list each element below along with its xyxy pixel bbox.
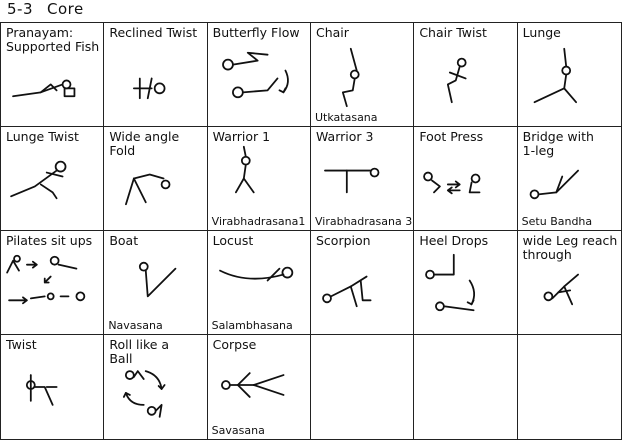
pose-card-empty bbox=[518, 335, 621, 439]
sanskrit-name: Navasana bbox=[108, 319, 163, 332]
pose-card-boat: Boat Navasana bbox=[104, 231, 208, 335]
pose-card-reclined-twist: Reclined Twist bbox=[104, 23, 208, 127]
pose-card-lunge-twist: Lunge Twist bbox=[1, 127, 105, 231]
scorpion-figure bbox=[322, 275, 372, 308]
pose-name: Pilates sit ups bbox=[6, 233, 93, 248]
sanskrit-name: Utkatasana bbox=[315, 111, 378, 124]
pose-grid: Pranayam: Supported Fish Reclined Twist … bbox=[0, 22, 622, 440]
butterfly-flow-figure bbox=[221, 51, 289, 99]
foot-press-figure bbox=[423, 171, 481, 195]
heel-drops-figure bbox=[425, 253, 476, 312]
pose-name: Scorpion bbox=[316, 233, 371, 248]
wide-leg-reach-through-figure bbox=[543, 273, 579, 306]
pose-name: Warrior 3 bbox=[316, 129, 374, 144]
pose-card-locust: Locust Salambhasana bbox=[207, 231, 311, 335]
pose-name: Chair Twist bbox=[419, 25, 487, 40]
pose-card-empty bbox=[311, 335, 415, 439]
pose-card-heel-drops: Heel Drops bbox=[414, 231, 518, 335]
pose-name: Warrior 1 bbox=[212, 129, 271, 144]
pose-card-empty bbox=[414, 335, 518, 439]
pose-card-warrior-3: Warrior 3 Virabhadrasana 3 bbox=[311, 127, 415, 231]
wide-angle-fold-figure bbox=[125, 173, 171, 206]
reclined-twist-figure bbox=[133, 77, 166, 100]
pose-name: Reclined Twist bbox=[109, 25, 198, 40]
pose-card-scorpion: Scorpion bbox=[311, 231, 415, 335]
pilates-sit-ups-figure bbox=[6, 254, 86, 305]
sanskrit-name: Virabhadrasana 3 bbox=[315, 215, 413, 228]
pose-card-foot-press: Foot Press bbox=[414, 127, 518, 231]
pose-name: Roll like a Ball bbox=[109, 337, 170, 366]
boat-figure bbox=[139, 261, 177, 298]
pose-card-chair: Chair Utkatasana bbox=[311, 23, 415, 127]
roll-like-a-ball-figure bbox=[123, 370, 166, 418]
sanskrit-name: Virabhadrasana1 bbox=[211, 215, 306, 228]
pose-card-corpse: Corpse Savasana bbox=[208, 335, 311, 439]
pose-name: Chair bbox=[316, 25, 349, 40]
pose-card-supported-fish: Pranayam: Supported Fish bbox=[1, 23, 105, 127]
sanskrit-name: Salambhasana bbox=[211, 319, 293, 332]
page-header: 5-3 Core bbox=[7, 0, 84, 18]
supported-fish-figure bbox=[12, 79, 76, 98]
pose-name: Butterfly Flow bbox=[212, 25, 300, 40]
bridge-one-leg-figure bbox=[529, 169, 579, 200]
pose-name: Boat bbox=[109, 233, 139, 248]
pose-name: Lunge bbox=[522, 25, 561, 40]
lunge-twist-figure bbox=[10, 160, 67, 200]
pose-name: Twist bbox=[6, 337, 37, 352]
pose-card-roll-like-a-ball: Roll like a Ball bbox=[104, 335, 208, 439]
pose-name: Pranayam: Supported Fish bbox=[6, 25, 100, 54]
pose-name: Lunge Twist bbox=[6, 129, 79, 144]
chair-twist-figure bbox=[447, 57, 467, 104]
pose-card-butterfly-flow: Butterfly Flow bbox=[207, 23, 311, 127]
pose-card-lunge: Lunge bbox=[517, 23, 621, 127]
pose-card-wide-leg-reach-through: wide Leg reach through bbox=[517, 231, 621, 335]
twist-figure bbox=[25, 374, 58, 406]
pose-name: Locust bbox=[212, 233, 254, 248]
sanskrit-name: Setu Bandha bbox=[521, 215, 593, 228]
pose-card-bridge-one-leg: Bridge with 1-leg Setu Bandha bbox=[517, 127, 621, 231]
sanskrit-name: Savasana bbox=[211, 424, 265, 437]
pose-card-chair-twist: Chair Twist bbox=[414, 23, 518, 127]
pose-name: Heel Drops bbox=[419, 233, 489, 248]
pose-card-warrior-1: Warrior 1 Virabhadrasana1 bbox=[207, 127, 311, 231]
pose-name: wide Leg reach through bbox=[522, 233, 618, 262]
pose-card-wide-angle-fold: Wide angle Fold bbox=[104, 127, 208, 231]
sequence-title: Core bbox=[47, 0, 84, 18]
pose-card-pilates-sit-ups: Pilates sit ups bbox=[1, 231, 105, 335]
lunge-figure bbox=[533, 47, 577, 104]
pose-name: Bridge with 1-leg bbox=[522, 129, 594, 158]
pose-name: Corpse bbox=[212, 337, 257, 352]
pose-name: Wide angle Fold bbox=[109, 129, 180, 158]
sequence-number: 5-3 bbox=[7, 0, 33, 18]
pose-card-twist: Twist bbox=[1, 335, 105, 439]
locust-figure bbox=[218, 266, 293, 282]
warrior-1-figure bbox=[234, 145, 255, 194]
warrior-3-figure bbox=[324, 167, 380, 194]
pose-name: Foot Press bbox=[419, 129, 484, 144]
corpse-figure bbox=[220, 372, 285, 398]
chair-figure bbox=[341, 47, 360, 108]
